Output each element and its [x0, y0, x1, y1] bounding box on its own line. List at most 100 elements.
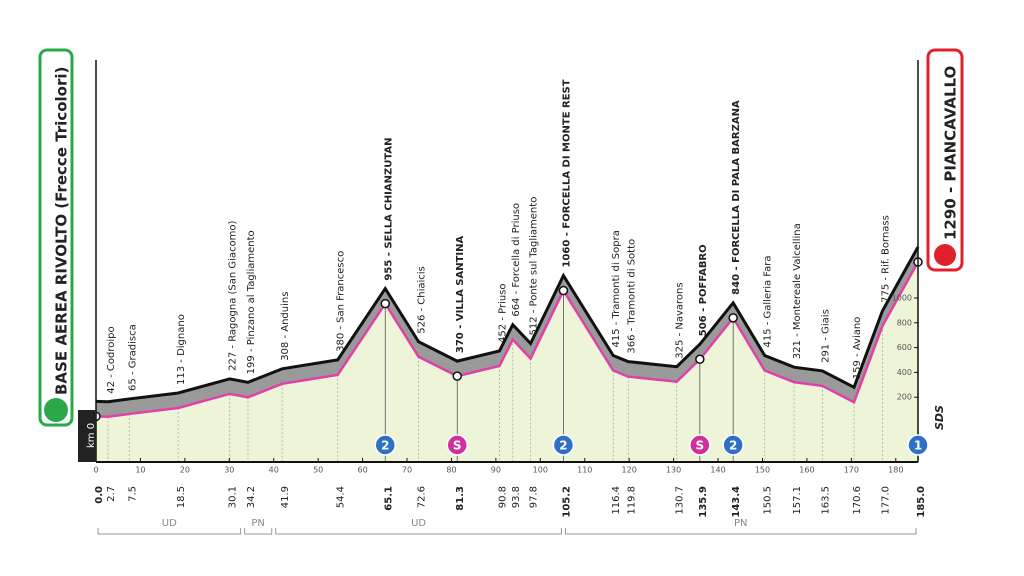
marker-sprint	[689, 434, 711, 456]
waypoint-point	[511, 338, 514, 341]
x-tick-label: 80	[446, 466, 456, 475]
x-tick-label: 160	[799, 466, 814, 475]
logo: SDS	[933, 405, 946, 430]
waypoint-label: 65 - Gradisca	[127, 324, 138, 391]
waypoint-label: 159 - Aviano	[852, 317, 863, 380]
profile-layer: 0.0 2.7 42 - Codroipo 7.5 65 - Gradisca 18.5 1…	[91, 60, 929, 535]
x-tick-label: 110	[577, 466, 592, 475]
waypoint-point	[498, 365, 501, 367]
marker-kom	[907, 434, 929, 456]
waypoint-label: 452 - Priuso	[497, 283, 508, 342]
km-label: 72.6	[417, 486, 428, 508]
start-icon	[44, 398, 68, 422]
km-label: 150.5	[763, 486, 774, 515]
waypoint-dot	[452, 371, 462, 381]
start-label: BASE AEREA RIVOLTO (Frecce Tricolori)	[53, 67, 71, 395]
km-label: 81.3	[455, 486, 466, 511]
waypoint-point	[853, 401, 855, 404]
waypoint-point	[881, 325, 884, 327]
x-tick-label: 40	[269, 466, 279, 475]
waypoint-dot	[695, 354, 705, 365]
marker-symbol: 2	[729, 439, 737, 453]
waypoint-point	[247, 396, 249, 399]
km-label: 30.1	[228, 486, 239, 508]
waypoint-label: 291 - Giais	[820, 309, 831, 363]
marker-symbol: S	[453, 439, 462, 453]
waypoint-label: 113 - Dignano	[176, 314, 187, 385]
waypoint-label: 227 - Ragogna (San Giacomo)	[228, 220, 239, 370]
km-label: 93.8	[511, 486, 522, 508]
marker-kom	[374, 434, 397, 456]
km-label: 185.0	[916, 486, 927, 518]
km-label: 116.4	[611, 486, 622, 515]
marker-symbol: 2	[381, 439, 389, 453]
waypoint-point	[128, 413, 131, 415]
marker-kom	[722, 434, 744, 456]
y-tick-label: 800	[897, 318, 912, 327]
profile-shadow	[96, 247, 918, 417]
waypoint-point	[177, 407, 179, 409]
km0-box	[78, 410, 96, 462]
waypoint-point	[281, 383, 283, 385]
km-label: 170.6	[852, 486, 863, 515]
waypoint-label: 775 - Rif. Bornass	[880, 215, 891, 303]
y-tick-label: 400	[897, 368, 912, 377]
waypoint-label: 415 - Galleria Fara	[763, 255, 774, 347]
waypoint-label: 199 - Pinzano al Tagliamento	[246, 230, 257, 374]
km-label: 97.8	[529, 486, 540, 508]
waypoint-dot	[728, 313, 738, 323]
marker-symbol: 2	[559, 439, 567, 453]
waypoint-point	[627, 375, 630, 378]
waypoint-point	[763, 369, 766, 372]
y-tick-label: 600	[897, 343, 912, 352]
waypoint-point	[612, 369, 614, 372]
x-tick-label: 100	[533, 466, 548, 475]
x-tick-label: 90	[491, 466, 501, 475]
finish-icon	[934, 244, 956, 266]
waypoint-dot	[558, 285, 569, 296]
region-label: PN	[251, 518, 265, 529]
km-label: 143.4	[731, 486, 742, 518]
x-tick-label: 150	[755, 466, 770, 475]
km-label: 7.5	[127, 486, 138, 502]
region-bracket	[244, 528, 273, 535]
waypoint-point	[675, 380, 678, 383]
x-tick-label: 70	[402, 466, 412, 475]
km-label: 2.7	[106, 486, 117, 502]
x-tick-label: 20	[180, 466, 190, 475]
waypoint-label: 321 - Montereale Valcellina	[792, 223, 803, 359]
waypoint-label: 366 - Tramonti di Sotto	[626, 239, 637, 354]
region-bracket	[275, 528, 562, 535]
region-bracket	[97, 528, 242, 535]
region-label: UD	[411, 518, 426, 529]
y-tick-label: 200	[897, 393, 912, 402]
km-label: 135.9	[698, 486, 709, 518]
waypoint-label: 526 - Chiaicis	[417, 266, 428, 334]
waypoint-label: 325 - Navarons	[675, 282, 686, 358]
marker-kom	[552, 434, 575, 456]
km-label: 177.0	[880, 486, 891, 515]
km-label: 119.8	[626, 486, 637, 515]
waypoint-label: 415 - Tramonti di Sopra	[611, 230, 622, 347]
km-label: 18.5	[176, 486, 187, 508]
waypoint-label: 512 - Ponte sul Tagliamento	[529, 197, 540, 336]
km-label: 54.4	[336, 486, 347, 508]
x-tick-label: 0	[93, 466, 98, 475]
x-tick-label: 10	[135, 466, 145, 475]
km-label: 163.5	[820, 486, 831, 515]
x-tick-label: 50	[313, 466, 323, 475]
waypoint-dot	[380, 298, 391, 309]
x-tick-label: 120	[622, 466, 637, 475]
x-tick-label: 60	[358, 466, 368, 475]
waypoint-label: 1060 - FORCELLA DI MONTE REST	[561, 79, 572, 267]
waypoint-point	[793, 381, 795, 383]
waypoint-point	[107, 415, 109, 418]
waypoint-point	[336, 374, 339, 376]
region-label: PN	[734, 518, 748, 529]
waypoint-point	[821, 385, 824, 387]
km-label: 130.7	[675, 486, 686, 515]
region-bracket	[564, 528, 917, 535]
km-label: 41.9	[280, 486, 291, 508]
